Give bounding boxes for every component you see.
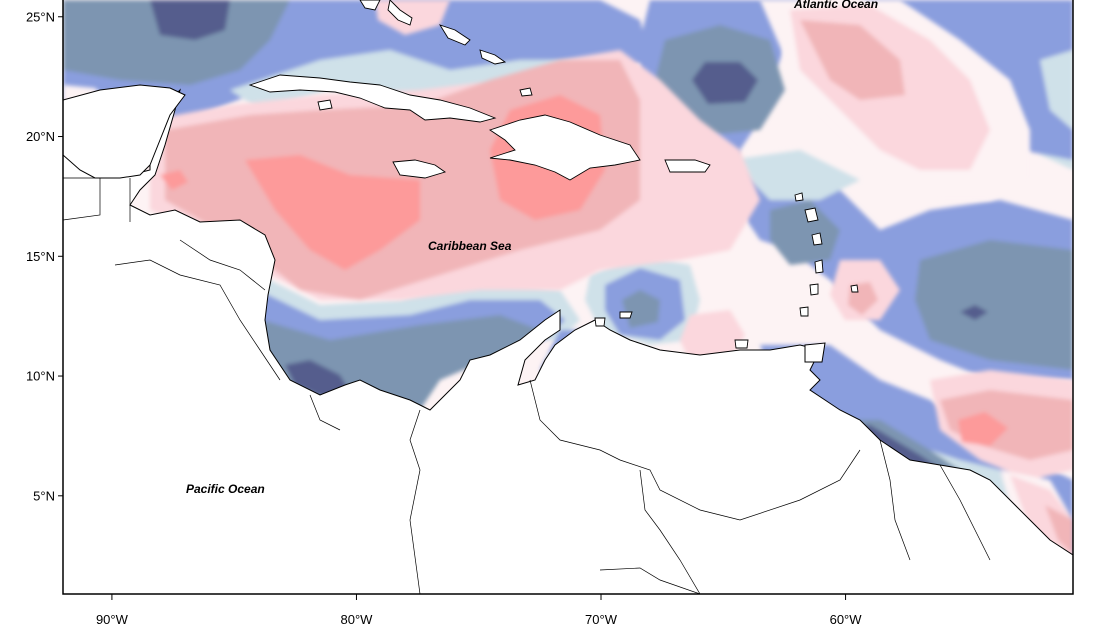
lesser-antilles-6 <box>799 306 809 317</box>
trinidad <box>804 342 826 363</box>
bahamas-2 <box>438 24 471 46</box>
map-frame <box>62 0 1074 595</box>
isla-de-la-juventud <box>317 99 333 111</box>
lon-tick-label: 60°W <box>830 612 863 627</box>
lesser-antilles-1 <box>794 192 804 202</box>
florida <box>359 0 381 11</box>
barbados <box>850 284 859 293</box>
lesser-antilles-4 <box>814 259 824 274</box>
aruba-curacao <box>594 317 606 327</box>
curacao-2 <box>619 311 633 319</box>
jamaica <box>392 159 447 179</box>
pacific-ocean-label: Pacific Ocean <box>186 482 265 496</box>
lat-tick-label: 20°N <box>26 129 55 144</box>
lat-tick-label: 15°N <box>26 249 55 264</box>
longitude-axis: 90°W 80°W 70°W 60°W <box>96 594 862 627</box>
caribbean-sea-label: Caribbean Sea <box>428 239 512 253</box>
anomaly-field <box>63 0 1073 594</box>
central-america-land <box>63 88 1073 594</box>
hispaniola <box>488 114 641 181</box>
lat-tick-label: 5°N <box>33 488 55 503</box>
lon-tick-label: 90°W <box>96 612 129 627</box>
lat-tick-label: 25°N <box>26 9 55 24</box>
lon-tick-label: 80°W <box>340 612 373 627</box>
borders <box>63 177 991 594</box>
land <box>63 0 1073 594</box>
cuba <box>248 74 497 123</box>
lesser-antilles-3 <box>811 232 823 246</box>
puerto-rico <box>664 159 711 173</box>
latitude-axis: 25°N 20°N 15°N 10°N 5°N <box>26 9 63 503</box>
turks <box>519 87 533 97</box>
lon-tick-label: 70°W <box>585 612 618 627</box>
atlantic-ocean-label: Atlantic Ocean <box>793 0 878 11</box>
bahamas-3 <box>479 49 507 65</box>
bahamas <box>387 0 413 26</box>
lesser-antilles-2 <box>804 207 819 223</box>
lat-tick-label: 10°N <box>26 369 55 384</box>
lesser-antilles-5 <box>809 283 819 296</box>
yucatan <box>63 84 186 179</box>
margarita <box>734 339 749 349</box>
